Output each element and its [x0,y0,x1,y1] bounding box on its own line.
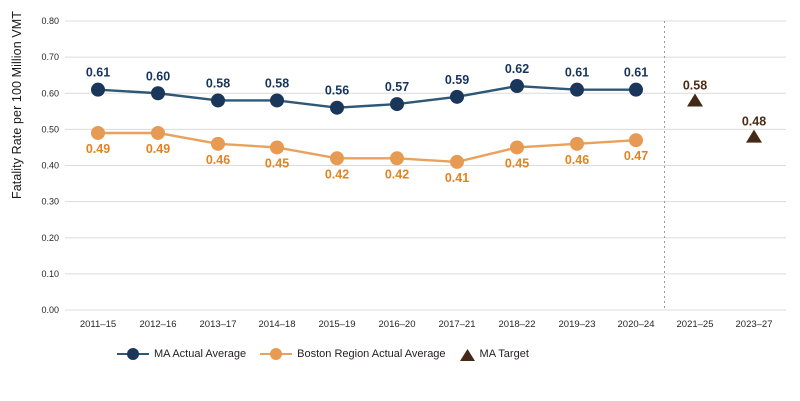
x-tick-label: 2016–20 [379,319,416,330]
boston-region-actual-average-data-point [270,140,284,155]
ma-actual-average-data-point [510,79,524,94]
legend-item-ma-actual-average: MA Actual Average [117,347,246,361]
boston-region-actual-average-data-label: 0.41 [445,171,469,185]
x-tick-label: 2019–23 [559,319,596,330]
x-tick-label: 2012–16 [140,319,177,330]
boston-region-actual-average-data-label: 0.46 [565,153,589,167]
boston-region-actual-average-data-point [390,151,404,166]
ma-actual-average-data-label: 0.62 [505,62,529,76]
y-tick-label: 0.80 [41,16,59,26]
x-tick-label: 2023–27 [736,319,773,330]
x-tick-label: 2011–15 [80,319,116,330]
ma-actual-average-line [97,84,636,109]
plot-area: 0.00 0.10 0.20 0.30 0.40 0.50 0.60 0.70 0.80 2011… [41,16,786,330]
boston-region-actual-average-data-point [510,140,524,155]
x-tick-label: 2021–25 [677,319,714,330]
boston-region-actual-average-data-label: 0.47 [624,149,648,163]
legend-label: MA Actual Average [154,348,247,360]
x-tick-label: 2014–18 [259,319,296,330]
ma-target-data-point [746,129,762,143]
y-tick-label: 0.10 [41,269,59,279]
boston-region-actual-average-data-label: 0.49 [86,142,110,156]
ma-target-data-label: 0.48 [742,115,766,129]
boston-region-actual-average-data-label: 0.46 [206,153,230,167]
y-tick-label: 0.60 [41,88,59,98]
y-tick-label: 0.40 [41,161,59,171]
ma-actual-average-data-point [629,82,643,97]
ma-actual-average-data-label: 0.57 [385,80,409,94]
legend-item-boston-region-actual-average: Boston Region Actual Average [260,347,446,361]
ma-actual-average-data-point [570,82,584,97]
ma-actual-average-data-point [330,100,344,115]
legend-circle [127,348,139,360]
boston-region-actual-average-data-label: 0.42 [385,167,409,181]
y-tick-label: 0.30 [41,197,59,207]
x-tick-label: 2020–24 [618,319,655,330]
legend: MA Actual Average Boston Region Actual A… [117,347,529,361]
boston-region-actual-average-data-point [151,125,165,140]
boston-region-actual-average-data-label: 0.45 [265,156,289,170]
ma-actual-average-data-label: 0.56 [325,84,349,98]
boston-region-actual-average-data-point [570,136,584,151]
boston-region-actual-average-line [98,131,637,164]
boston-region-legend-marker-icon [260,348,293,360]
legend-label: Boston Region Actual Average [297,348,446,360]
legend-label: MA Target [479,348,529,360]
ma-target-data-point [687,93,703,107]
boston-region-actual-average-data-label: 0.45 [505,156,529,170]
y-tick-label: 0.50 [41,124,59,134]
boston-region-actual-average-data-point [629,133,643,148]
ma-actual-average-data-point [151,86,165,101]
boston-region-actual-average-data-point [211,136,225,151]
ma-actual-average-legend-marker-icon [117,348,149,360]
boston-region-actual-average-data-label: 0.49 [146,142,170,156]
ma-actual-average-data-label: 0.61 [86,66,110,80]
ma-actual-average-data-point [390,97,404,112]
ma-actual-average-data-label: 0.58 [206,76,230,90]
legend-circle [270,348,283,360]
ma-actual-average-data-point [450,89,464,104]
ma-actual-average-data-point [270,93,284,108]
ma-actual-average-data-label: 0.61 [624,66,648,80]
ma-target-data-label: 0.58 [683,78,707,92]
ma-actual-average-data-label: 0.60 [146,69,170,83]
y-tick-label: 0.20 [41,233,59,243]
legend-triangle [459,348,475,361]
x-tick-label: 2015–19 [319,319,356,330]
ma-actual-average-data-label: 0.58 [265,76,289,90]
legend-item-ma-target: MA Target [459,348,529,361]
x-tick-label: 2013–17 [200,319,237,330]
x-tick-label: 2017–21 [439,319,476,330]
ma-actual-average-data-label: 0.61 [565,66,589,80]
ma-actual-average-data-label: 0.59 [445,73,469,87]
x-tick-label: 2018–22 [499,319,536,330]
ma-actual-average-data-point [211,93,225,108]
y-tick-label: 0.00 [41,305,59,315]
ma-target-legend-marker-icon [459,348,475,361]
boston-region-actual-average-data-point [330,151,344,166]
boston-region-actual-average-data-point [450,154,464,169]
ma-actual-average-data-point [91,82,105,97]
y-tick-label: 0.70 [41,52,59,62]
boston-region-actual-average-data-point [91,125,105,140]
boston-region-actual-average-data-label: 0.42 [325,167,349,181]
